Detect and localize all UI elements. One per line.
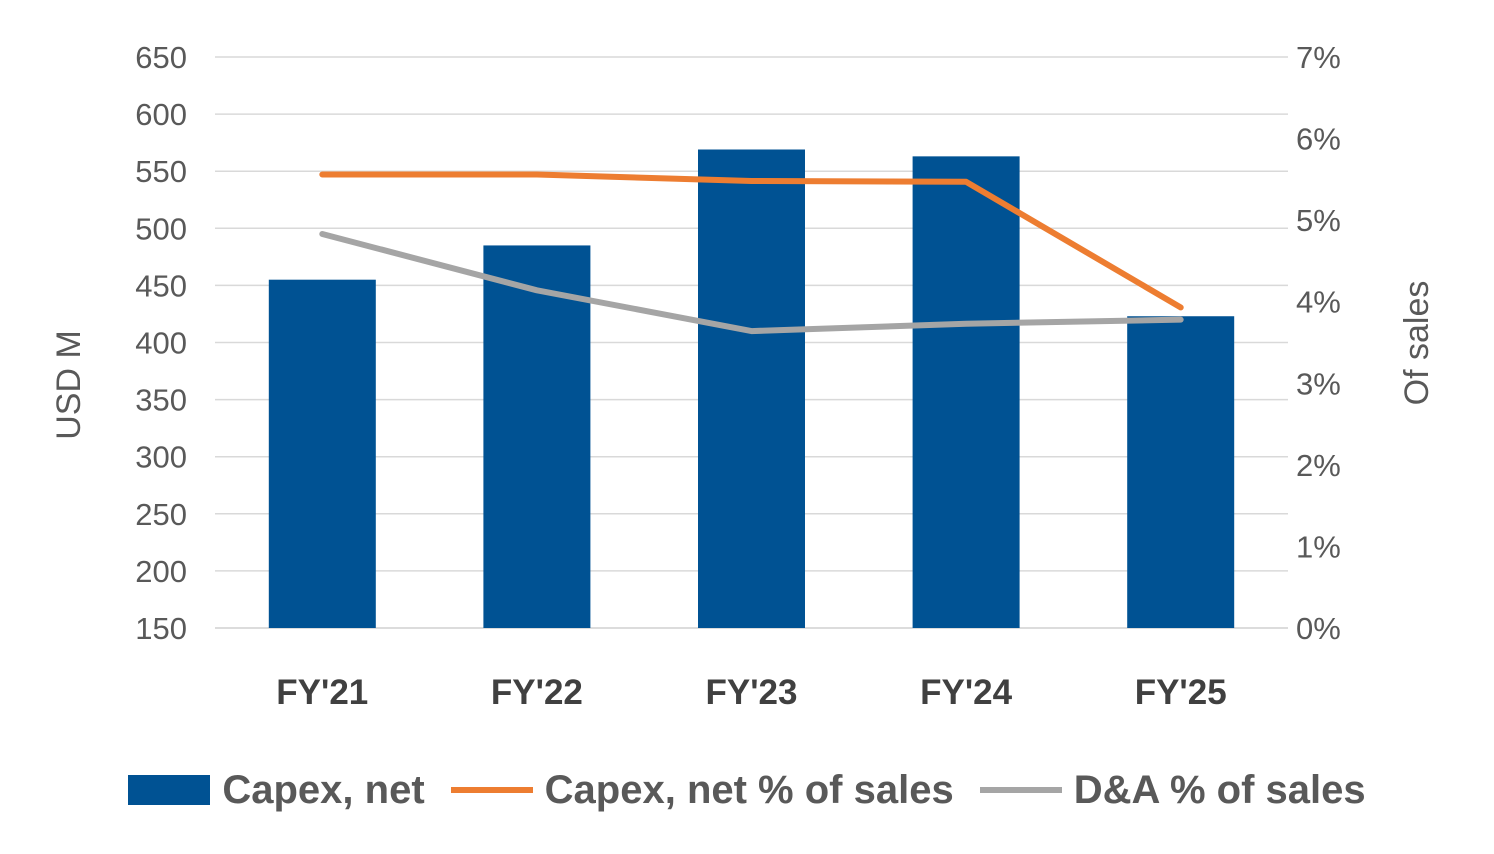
y-tick-label: 450 [135, 268, 187, 303]
x-tick-label: FY'24 [920, 673, 1013, 712]
x-tick-label: FY'22 [491, 673, 583, 712]
legend-item-capex-pct: Capex, net % of sales [450, 767, 954, 813]
y-tick-label: 350 [135, 383, 187, 418]
x-tick-label: FY'23 [706, 673, 798, 712]
y2-tick-label: 3% [1296, 366, 1341, 401]
y2-tick-label: 6% [1296, 122, 1341, 157]
bar-series [268, 149, 1235, 628]
y2-tick-label: 4% [1296, 285, 1341, 320]
right-axis-ticks: 0% 1% 2% 3% 4% 5% 6% 7% [1296, 40, 1341, 646]
category-axis-ticks: FY'21 FY'22 FY'23 FY'24 FY'25 [276, 673, 1226, 712]
bar [912, 156, 1020, 628]
y-tick-label: 500 [135, 211, 187, 246]
y-tick-label: 150 [135, 611, 187, 646]
series-line [319, 231, 1184, 335]
legend-label-capex-pct: Capex, net % of sales [544, 767, 954, 812]
bar [268, 279, 376, 628]
legend-swatch-da-pct [979, 787, 1062, 793]
y2-tick-label: 7% [1296, 40, 1341, 75]
y-tick-label: 550 [135, 154, 187, 189]
y-tick-label: 250 [135, 497, 187, 532]
y-tick-label: 650 [135, 40, 187, 75]
legend-swatch-capex [128, 775, 211, 805]
x-tick-label: FY'21 [276, 673, 368, 712]
y2-tick-label: 0% [1296, 611, 1341, 646]
y2-tick-label: 1% [1296, 529, 1341, 564]
y-tick-label: 300 [135, 440, 187, 475]
legend-item-da-pct: D&A % of sales [979, 767, 1366, 813]
y2-tick-label: 2% [1296, 448, 1341, 483]
bar [698, 149, 805, 628]
y-tick-label: 400 [135, 326, 187, 361]
left-axis-title: USD M [50, 330, 88, 440]
legend-item-capex: Capex, net [128, 767, 425, 813]
series-line [319, 171, 1184, 311]
legend: Capex, net Capex, net % of sales D&A % o… [0, 755, 1494, 825]
bar [1127, 316, 1235, 628]
right-axis-title: Of sales [1398, 281, 1436, 406]
y-tick-label: 200 [135, 554, 187, 589]
legend-label-da-pct: D&A % of sales [1073, 767, 1366, 812]
y-tick-label: 600 [135, 97, 187, 132]
y2-tick-label: 5% [1296, 203, 1341, 238]
line-series [319, 171, 1184, 335]
legend-label-capex: Capex, net [222, 767, 425, 812]
x-tick-label: FY'25 [1135, 673, 1227, 712]
legend-swatch-capex-pct [450, 787, 533, 793]
left-axis-ticks: 150 200 250 300 350 400 450 500 550 600 650 [135, 40, 187, 646]
bar [483, 245, 591, 628]
